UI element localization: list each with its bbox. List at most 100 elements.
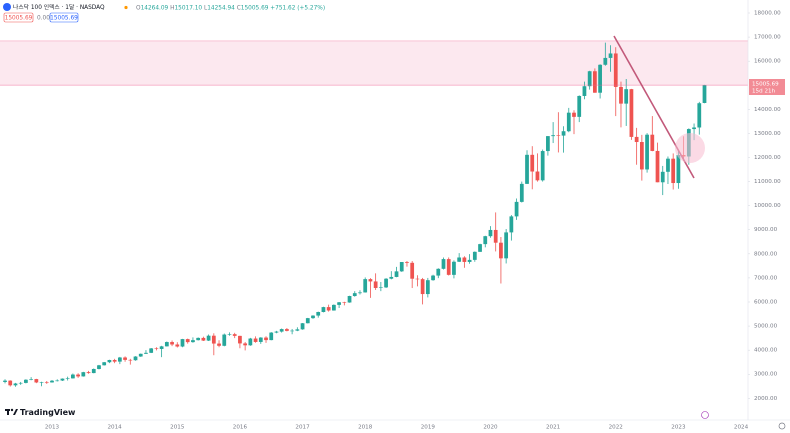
candle-body: [326, 307, 331, 311]
candle-body: [514, 201, 519, 217]
sell-price: 15005.69: [5, 15, 33, 21]
x-tick-label: 2013: [45, 425, 60, 431]
candle-body: [499, 242, 503, 259]
candle-body: [133, 356, 138, 361]
x-tick-label: 2016: [233, 425, 248, 431]
candle-body: [274, 331, 279, 333]
candle-body: [243, 343, 248, 346]
candle-body: [29, 379, 33, 380]
y-tick-label: 4000.00: [754, 348, 778, 354]
candle-body: [405, 262, 409, 263]
candle-body: [3, 380, 7, 382]
candle-body: [613, 53, 618, 87]
candle-body: [311, 315, 315, 319]
candle-body: [593, 71, 597, 93]
y-tick-label: 16000.00: [754, 59, 781, 65]
candle-body: [452, 261, 456, 275]
plot-area: 2000.00 3000.00 4000.00 5000.00 6000.00 7000.…: [0, 11, 781, 431]
y-tick-label: 18000.00: [754, 11, 781, 17]
buy-price: 15005.69: [50, 15, 78, 21]
candle-body: [159, 346, 164, 349]
candle-body: [290, 330, 294, 332]
sell-button[interactable]: [3, 12, 34, 23]
candle-body: [415, 278, 420, 280]
candle-body: [384, 278, 388, 288]
candle-body: [117, 357, 122, 362]
candle-body: [525, 154, 529, 184]
candle-body: [164, 342, 169, 347]
candle-body: [144, 352, 148, 354]
candle-body: [420, 279, 425, 295]
candle-body: [8, 380, 13, 386]
candle-body: [18, 382, 23, 384]
candle-body: [373, 281, 378, 288]
candle-body: [321, 307, 326, 313]
y-tick-label: 8000.00: [754, 251, 778, 257]
candle-body: [285, 329, 289, 331]
candle-body: [519, 183, 524, 202]
y-tick-label: 7000.00: [754, 275, 778, 281]
candle-body: [697, 103, 702, 128]
candle-body: [493, 229, 498, 243]
symbol-title[interactable]: 나스닥 100 인덱스 · 1달 · NASDAQ: [13, 3, 105, 11]
candle-body: [358, 292, 362, 294]
candle-body: [671, 158, 676, 184]
legend-key: C: [237, 5, 241, 11]
candle-body: [425, 280, 430, 295]
candle-body: [378, 287, 383, 289]
candle-body: [222, 334, 227, 346]
candle-body: [185, 339, 190, 343]
settings-icon[interactable]: [778, 422, 786, 430]
events-icon[interactable]: [701, 411, 709, 419]
candle-body: [232, 334, 237, 336]
candle-body: [488, 229, 493, 237]
brand-logo[interactable]: TradingView: [5, 408, 76, 417]
candle-body: [305, 318, 310, 324]
candle-body: [34, 379, 39, 383]
price-tag: [749, 79, 785, 95]
candle-body: [65, 378, 70, 379]
candle-body: [478, 244, 482, 252]
candle-body: [170, 342, 174, 345]
candle-body: [342, 302, 347, 303]
buy-button[interactable]: [49, 12, 79, 23]
candle-body: [619, 86, 623, 104]
candle-body: [248, 338, 253, 346]
candle-body: [446, 259, 451, 275]
market-status: [124, 5, 128, 10]
legend-key: O: [136, 5, 141, 11]
x-tick-label: 2017: [295, 425, 310, 431]
candle-body: [211, 335, 216, 344]
candle-body: [206, 335, 211, 341]
candle-body: [196, 337, 201, 341]
candle-body: [676, 155, 681, 184]
candle-body: [639, 142, 644, 170]
candle-body: [180, 339, 185, 347]
candle-body: [50, 380, 54, 383]
candle-body: [483, 236, 488, 245]
logo-mark: [10, 408, 14, 412]
candle-body: [660, 171, 665, 183]
y-tick-label: 3000.00: [754, 372, 778, 378]
candle-body: [504, 232, 509, 259]
candle-body: [81, 372, 86, 377]
candle-body: [410, 262, 415, 279]
symbol-icon[interactable]: [3, 3, 11, 11]
x-tick-label: 2018: [358, 425, 373, 431]
candle-body: [655, 150, 660, 183]
y-tick-label: 2000.00: [754, 396, 778, 402]
candle-body: [102, 362, 107, 366]
candle-body: [457, 257, 462, 262]
y-tick-label: 9000.00: [754, 227, 778, 233]
legend-value: 15017.10: [174, 5, 202, 11]
y-tick-label: 14000.00: [754, 107, 781, 113]
logo-mark: [13, 409, 18, 415]
candle-body: [253, 338, 258, 342]
candle-body: [551, 135, 555, 137]
candle-body: [624, 89, 629, 104]
candle-body: [300, 323, 305, 330]
y-tick-label: 5000.00: [754, 324, 778, 330]
candle-body: [540, 151, 545, 181]
